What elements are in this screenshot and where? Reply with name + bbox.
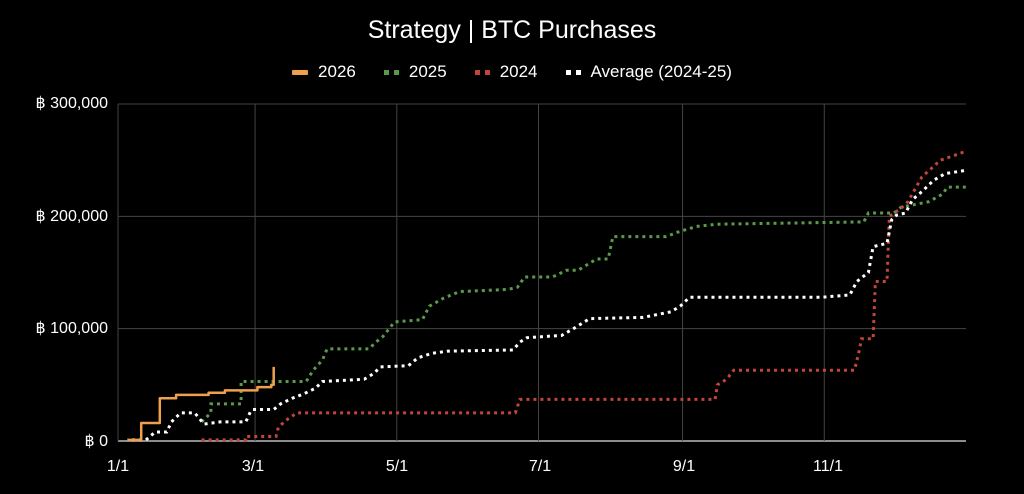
chart-title: Strategy | BTC Purchases xyxy=(367,16,657,44)
legend-item-2025: 2025 xyxy=(383,62,447,82)
x-tick-label: 3/1 xyxy=(241,458,265,475)
gridlines xyxy=(117,103,966,442)
x-tick-label: 5/1 xyxy=(385,458,409,475)
series-lines xyxy=(127,149,967,442)
legend-label: Average (2024-25) xyxy=(590,62,732,81)
series-line-2026 xyxy=(127,366,275,442)
legend-item-2026: 2026 xyxy=(292,62,356,82)
legend-swatch-2026 xyxy=(292,69,309,75)
y-tick-label: ฿ 100,000 xyxy=(35,320,108,337)
series-line-2025 xyxy=(200,185,966,423)
x-tick-label: 9/1 xyxy=(672,458,696,475)
y-tick-label: ฿ 300,000 xyxy=(35,95,108,112)
legend-label: 2025 xyxy=(408,62,447,81)
legend-label: 2024 xyxy=(499,62,538,81)
series-line-2024 xyxy=(201,149,967,442)
legend-item-average: Average (2024-25) xyxy=(565,62,732,82)
legend-swatch-average xyxy=(565,69,581,75)
x-tick-label: 1/1 xyxy=(106,458,130,475)
x-tick-label: 7/1 xyxy=(528,458,552,475)
legend: 2026 2025 2024 Average (2024-25) xyxy=(0,62,1024,82)
legend-swatch-2024 xyxy=(474,69,490,75)
legend-item-2024: 2024 xyxy=(474,62,538,82)
legend-swatch-2025 xyxy=(383,69,399,75)
x-tick-label: 11/1 xyxy=(813,458,843,475)
y-tick-label: ฿ 200,000 xyxy=(35,208,108,225)
legend-label: 2026 xyxy=(318,62,356,81)
y-tick-label: ฿ 0 xyxy=(84,433,108,450)
series-line-average-2024-25- xyxy=(131,168,967,442)
